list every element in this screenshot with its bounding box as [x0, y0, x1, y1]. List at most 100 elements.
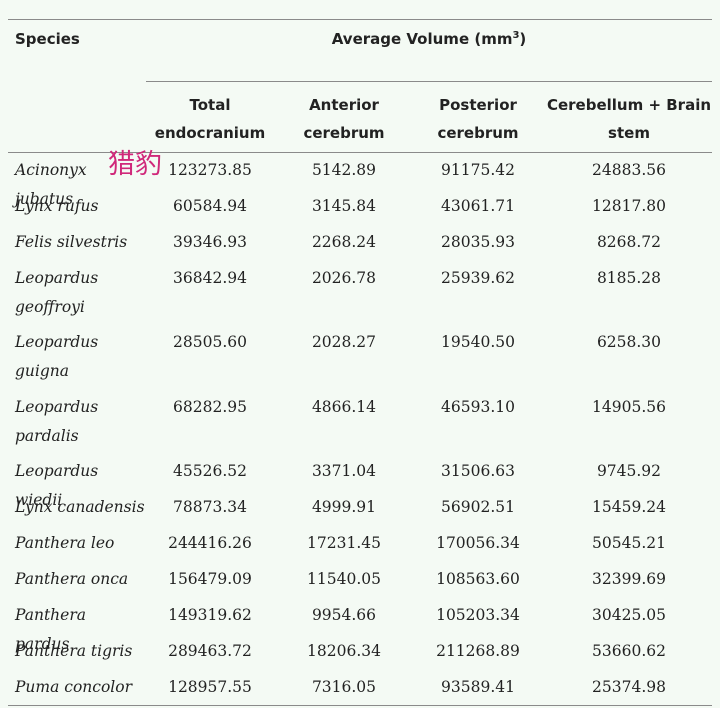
- value-cell: 128957.55: [168, 678, 252, 696]
- species-name-line: Panthera leo: [15, 534, 115, 552]
- value-cell: 6258.30: [596, 333, 662, 351]
- species-cell: Panthera tigris: [15, 637, 145, 666]
- value-cell: 25939.62: [441, 269, 515, 287]
- species-cell: Leopardus guigna: [15, 328, 145, 386]
- value-cell: 9954.66: [311, 606, 377, 624]
- species-name-line: Puma concolor: [15, 678, 132, 696]
- value-cell: 2028.27: [311, 333, 377, 351]
- value-cell: 149319.62: [168, 606, 252, 624]
- value-cell: 24883.56: [592, 161, 666, 179]
- species-cell: Panthera onca: [15, 565, 145, 594]
- value-cell: 45526.52: [173, 462, 247, 480]
- column-header: Anterior cerebrum: [284, 91, 404, 147]
- value-cell: 50545.21: [592, 534, 666, 552]
- species-cell: Leopardus pardalis: [15, 393, 145, 451]
- value-cell: 17231.45: [307, 534, 381, 552]
- bottom-rule: [8, 705, 712, 706]
- species-name-line: Leopardus: [15, 398, 99, 416]
- column-header: Total endocranium: [140, 91, 280, 147]
- value-cell: 244416.26: [168, 534, 252, 552]
- value-cell: 78873.34: [173, 498, 247, 516]
- value-cell: 56902.51: [441, 498, 515, 516]
- column-header-line1: Total: [189, 96, 231, 114]
- value-cell: 8185.28: [596, 269, 662, 287]
- value-cell: 3371.04: [311, 462, 377, 480]
- value-cell: 53660.62: [592, 642, 666, 660]
- species-name-line: pardalis: [15, 427, 79, 445]
- species-name-line: Lynx canadensis: [15, 498, 145, 516]
- value-cell: 43061.71: [441, 197, 515, 215]
- value-cell: 39346.93: [173, 233, 247, 251]
- species-name-line: Panthera onca: [15, 570, 129, 588]
- value-cell: 170056.34: [436, 534, 520, 552]
- column-header-line1: Anterior: [309, 96, 379, 114]
- species-cell: Panthera pardus: [15, 601, 145, 659]
- value-cell: 36842.94: [173, 269, 247, 287]
- species-name-line: Leopardus: [15, 269, 99, 287]
- value-cell: 31506.63: [441, 462, 515, 480]
- species-cell: Felis silvestris: [15, 228, 145, 257]
- species-cell: Puma concolor: [15, 673, 145, 702]
- species-cell: Acinonyx jubatus: [15, 156, 145, 214]
- header-bottom-rule: [8, 152, 712, 153]
- value-cell: 11540.05: [307, 570, 381, 588]
- value-cell: 8268.72: [596, 233, 662, 251]
- species-cell: Lynx canadensis: [15, 493, 145, 522]
- value-cell: 156479.09: [168, 570, 252, 588]
- species-name-line: Panthera pardus: [15, 606, 86, 653]
- value-cell: 14905.56: [592, 398, 666, 416]
- value-cell: 105203.34: [436, 606, 520, 624]
- column-header-line2: stem: [608, 124, 650, 142]
- group-header-rule: [146, 81, 712, 82]
- value-cell: 2268.24: [311, 233, 377, 251]
- column-header-line2: cerebrum: [437, 124, 519, 142]
- species-name-line: Felis silvestris: [15, 233, 128, 251]
- column-header-line1: Posterior: [439, 96, 517, 114]
- column-header-line2: cerebrum: [303, 124, 385, 142]
- value-cell: 12817.80: [592, 197, 666, 215]
- value-cell: 108563.60: [436, 570, 520, 588]
- species-header: Species: [15, 30, 80, 48]
- value-cell: 46593.10: [441, 398, 515, 416]
- value-cell: 123273.85: [168, 161, 252, 179]
- column-header-line2: endocranium: [154, 124, 266, 142]
- column-header: Cerebellum + Brain stem: [544, 91, 714, 147]
- value-cell: 2026.78: [311, 269, 377, 287]
- species-cell: Leopardus geoffroyi: [15, 264, 145, 322]
- value-cell: 4999.91: [311, 498, 377, 516]
- value-cell: 3145.84: [311, 197, 377, 215]
- species-cell: Leopardus wiedii: [15, 457, 145, 515]
- average-volume-header: Average Volume (mm3): [331, 30, 527, 48]
- value-cell: 93589.41: [441, 678, 515, 696]
- species-name-line: Acinonyx jubatus: [15, 161, 87, 208]
- value-cell: 28505.60: [173, 333, 247, 351]
- value-cell: 15459.24: [592, 498, 666, 516]
- column-header-line1: Cerebellum + Brain: [546, 96, 712, 114]
- value-cell: 19540.50: [441, 333, 515, 351]
- value-cell: 91175.42: [441, 161, 515, 179]
- column-header: Posterior cerebrum: [408, 91, 548, 147]
- value-cell: 25374.98: [592, 678, 666, 696]
- species-cell: Lynx rufus: [15, 192, 145, 221]
- value-cell: 32399.69: [592, 570, 666, 588]
- value-cell: 18206.34: [307, 642, 381, 660]
- value-cell: 9745.92: [596, 462, 662, 480]
- species-name-line: guigna: [15, 362, 70, 380]
- value-cell: 211268.89: [436, 642, 520, 660]
- value-cell: 5142.89: [311, 161, 377, 179]
- value-cell: 68282.95: [173, 398, 247, 416]
- species-name-line: Leopardus wiedii: [15, 462, 99, 509]
- value-cell: 30425.05: [592, 606, 666, 624]
- value-cell: 289463.72: [168, 642, 252, 660]
- overlay-chinese-text: 猎豹: [108, 149, 162, 180]
- species-name-line: Lynx rufus: [15, 197, 99, 215]
- top-rule: [8, 19, 712, 20]
- species-cell: Panthera leo: [15, 529, 145, 558]
- species-name-line: Leopardus: [15, 333, 99, 351]
- value-cell: 28035.93: [441, 233, 515, 251]
- species-name-line: Panthera tigris: [15, 642, 133, 660]
- value-cell: 7316.05: [311, 678, 377, 696]
- species-name-line: geoffroyi: [15, 298, 85, 316]
- value-cell: 60584.94: [173, 197, 247, 215]
